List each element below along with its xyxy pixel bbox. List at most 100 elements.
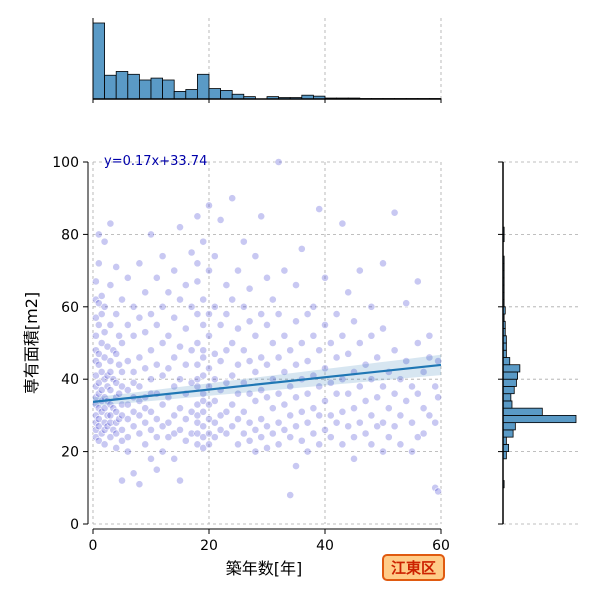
scatter-point <box>118 382 126 391</box>
x-tick-label: 20 <box>200 538 218 554</box>
scatter-point <box>303 389 312 398</box>
scatter-point <box>216 216 225 224</box>
scatter-point <box>147 230 155 239</box>
scatter-point <box>97 292 106 300</box>
scatter-point <box>158 447 167 456</box>
scatter-point <box>245 436 254 445</box>
scatter-point <box>251 368 260 376</box>
scatter-point <box>222 429 231 438</box>
scatter-point <box>176 295 184 304</box>
scatter-point <box>355 418 364 427</box>
scatter-point <box>292 360 300 369</box>
scatter-point <box>361 429 370 438</box>
scatter-point <box>94 230 103 239</box>
scatter-point <box>193 212 202 221</box>
scatter-point <box>245 389 254 398</box>
scatter-point <box>141 404 150 413</box>
y-hist-bar <box>502 422 516 431</box>
scatter-point <box>205 201 213 210</box>
scatter-point <box>158 371 167 380</box>
scatter-point <box>338 407 347 416</box>
scatter-point <box>118 436 126 445</box>
scatter-point <box>129 422 138 431</box>
scatter-point <box>355 266 364 275</box>
scatter-point <box>309 429 318 438</box>
scatter-point <box>103 342 112 351</box>
scatter-point <box>141 418 150 427</box>
scatter-point <box>112 407 121 416</box>
x-hist-bar <box>150 77 164 100</box>
scatter-point <box>164 364 173 373</box>
scatter-point <box>222 281 231 289</box>
scatter-point <box>118 476 126 485</box>
scatter-point <box>297 244 306 253</box>
ward-badge-box <box>382 554 445 581</box>
scatter-point <box>181 436 190 445</box>
scatter-point <box>152 273 161 282</box>
scatter-point <box>199 371 208 380</box>
scatter-point <box>187 378 196 387</box>
scatter-point <box>158 400 167 409</box>
regression-line-group <box>92 354 442 407</box>
scatter-point <box>263 273 271 282</box>
scatter-point <box>344 288 353 297</box>
scatter-point <box>199 320 208 329</box>
scatter-point <box>100 440 109 449</box>
scatter-point <box>338 331 347 340</box>
scatter-point <box>152 320 161 329</box>
scatter-point <box>321 425 329 434</box>
scatter-point <box>135 480 144 489</box>
scatter-point <box>164 331 173 340</box>
scatter-point <box>292 317 300 326</box>
scatter-point <box>152 415 161 423</box>
scatter-point <box>100 302 109 311</box>
y-tick-label: 40 <box>61 372 79 388</box>
scatter-point <box>408 418 416 427</box>
scatter-point <box>147 310 155 318</box>
scatter-point <box>216 357 225 365</box>
scatter-point <box>338 440 347 449</box>
scatter-point <box>147 425 155 434</box>
scatter-point <box>326 339 335 347</box>
scatter-point <box>193 310 202 318</box>
scatter-point <box>205 400 213 409</box>
scatter-point <box>251 397 260 405</box>
scatter-point <box>205 310 213 318</box>
scatter-point <box>268 295 277 304</box>
scatter-point <box>118 339 126 347</box>
scatter-point <box>434 487 442 496</box>
y-marginal-histogram <box>498 161 580 525</box>
scatter-point <box>222 346 231 355</box>
scatter-point <box>170 454 179 463</box>
scatter-point <box>106 418 115 427</box>
scatter-point <box>205 331 213 340</box>
scatter-point <box>257 433 266 442</box>
scatter-point <box>263 422 271 431</box>
scatter-point <box>245 357 254 365</box>
scatter-point <box>419 404 428 413</box>
scatter-point <box>210 302 219 311</box>
scatter-point <box>97 310 106 318</box>
scatter-point <box>326 378 335 387</box>
scatter-point <box>321 273 329 282</box>
scatter-point <box>408 447 416 456</box>
scatter-point <box>135 411 144 420</box>
scatter-point <box>187 407 196 416</box>
scatter-point <box>355 339 364 347</box>
scatter-point <box>303 357 312 365</box>
scatter-point <box>187 302 196 311</box>
scatter-point <box>97 368 106 376</box>
scatter-point <box>251 447 260 456</box>
scatter-point <box>379 418 387 427</box>
scatter-point <box>100 328 109 337</box>
scatter-point <box>94 259 103 268</box>
scatter-point <box>274 440 283 449</box>
scatter-point <box>332 418 341 427</box>
scatter-point <box>309 404 318 413</box>
scatter-point <box>379 324 387 333</box>
scatter-point <box>292 462 300 470</box>
scatter-point <box>315 411 324 420</box>
scatter-point <box>129 378 138 387</box>
x-hist-bar <box>173 91 187 100</box>
scatter-point <box>257 310 266 318</box>
